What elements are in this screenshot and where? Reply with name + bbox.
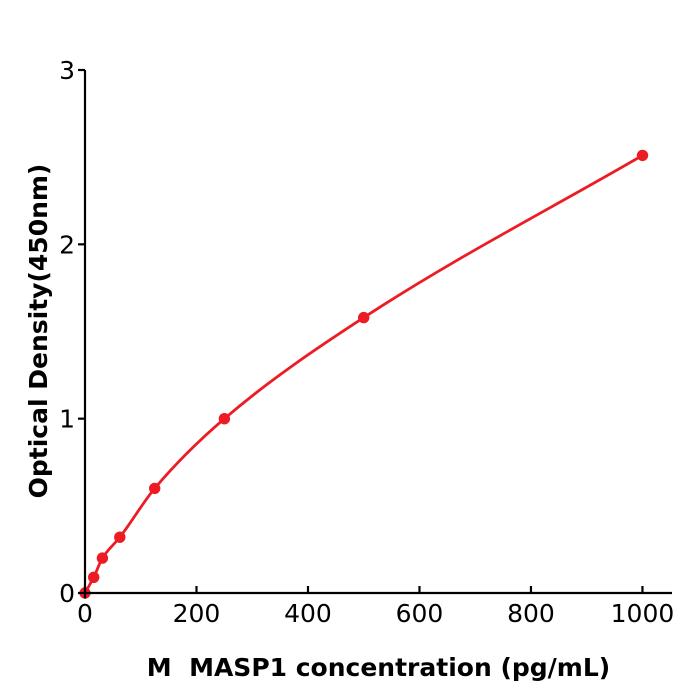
y-tick-label: 2 bbox=[59, 230, 75, 259]
y-tick-label: 0 bbox=[59, 579, 75, 608]
x-tick-label: 200 bbox=[173, 599, 221, 628]
data-point-marker bbox=[149, 482, 161, 495]
x-tick-label: 800 bbox=[507, 599, 555, 628]
axes-layer bbox=[78, 68, 672, 599]
y-tick-label: 3 bbox=[59, 56, 75, 85]
tick-labels-layer: 0 200 400 600 800 1000 0 1 2 3 bbox=[59, 56, 674, 628]
x-tick-label: 1000 bbox=[611, 599, 675, 628]
data-point-marker bbox=[114, 531, 126, 543]
y-tick-label: 1 bbox=[59, 405, 75, 434]
x-axis-label: M MASP1 concentration (pg/mL) bbox=[147, 653, 610, 682]
x-tick-label: 0 bbox=[77, 599, 93, 628]
data-point-marker bbox=[96, 552, 109, 564]
data-point-marker bbox=[636, 149, 649, 162]
x-tick-label: 400 bbox=[284, 599, 332, 628]
curve-layer bbox=[79, 149, 649, 599]
data-point-marker bbox=[88, 571, 100, 583]
x-tick-label: 600 bbox=[396, 599, 444, 628]
y-axis-label: Optical Density(450nm) bbox=[24, 164, 53, 499]
data-point-marker bbox=[218, 413, 231, 425]
data-point-marker bbox=[358, 311, 370, 324]
standard-curve-line bbox=[83, 154, 644, 595]
